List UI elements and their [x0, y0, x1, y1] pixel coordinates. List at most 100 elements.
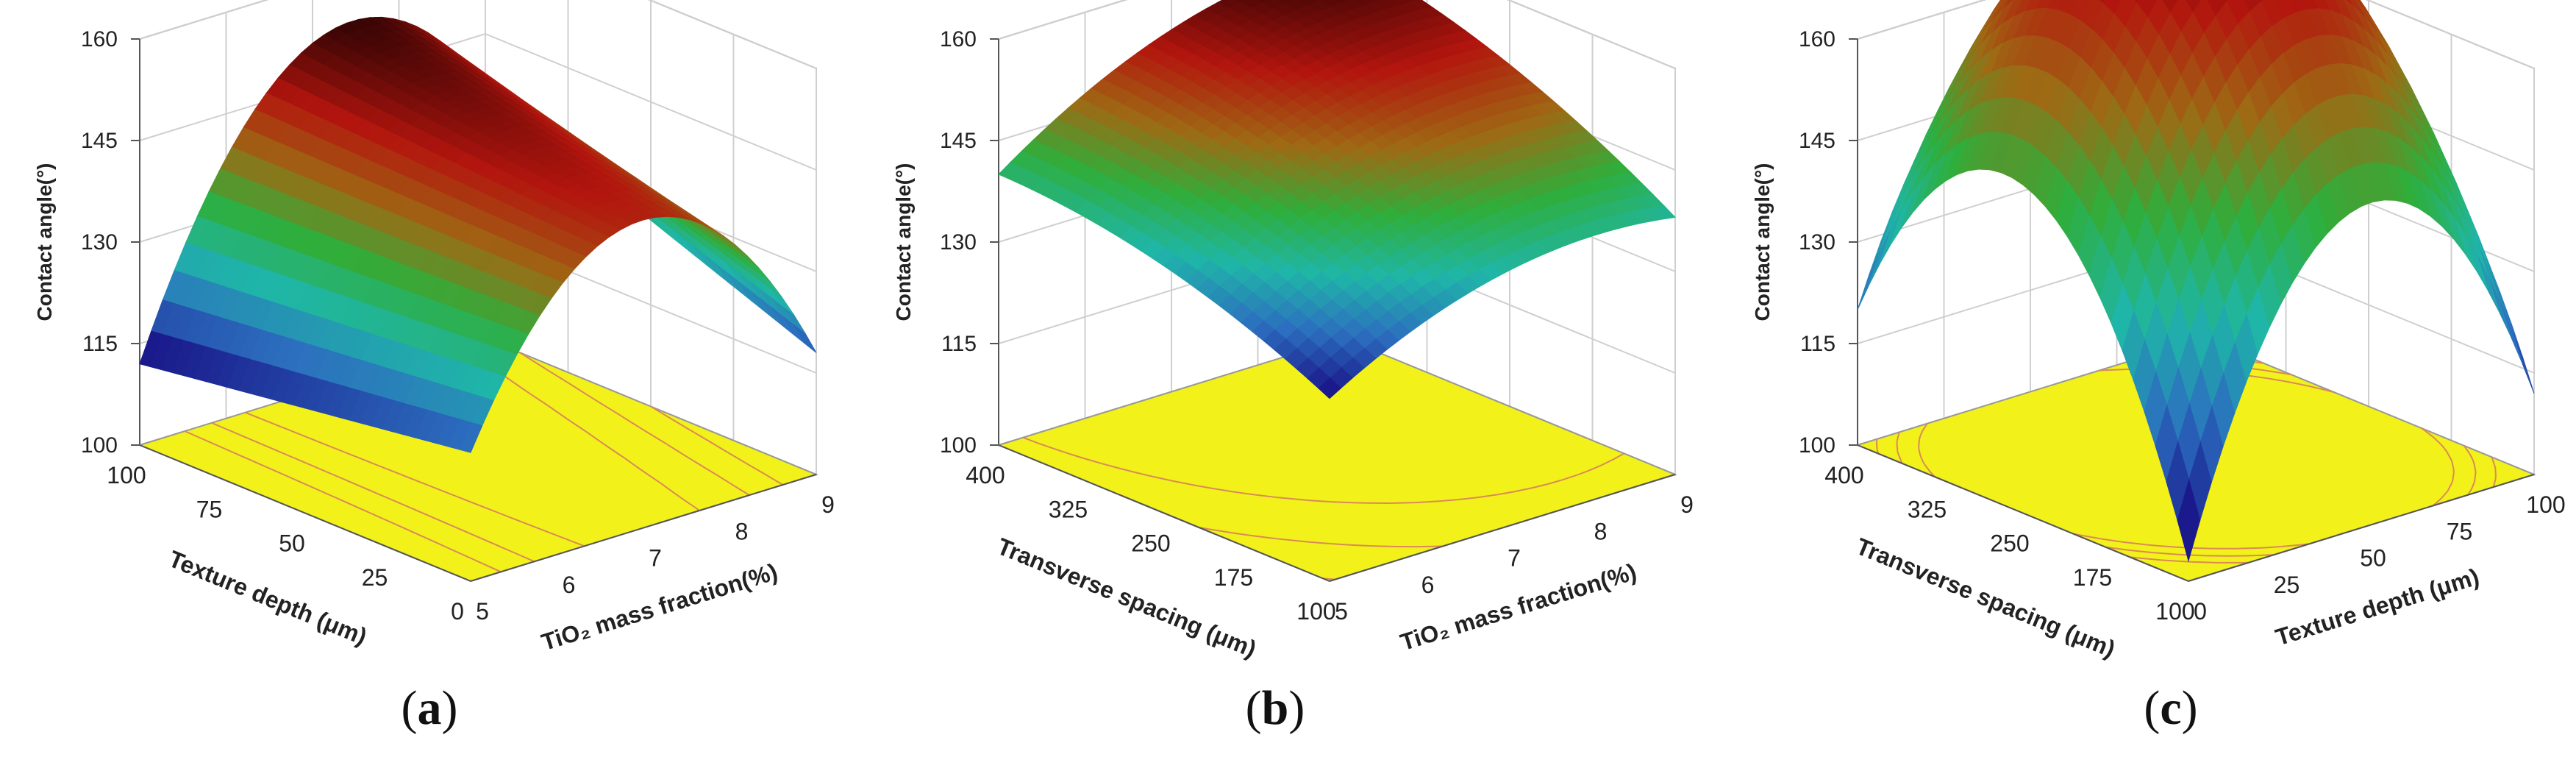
contour-segment [2287, 380, 2308, 387]
contour-segment [211, 442, 225, 449]
right-axis-line [2188, 474, 2535, 582]
contour-segment [1135, 472, 1149, 477]
contour-segment [535, 362, 547, 370]
contour-segment [224, 447, 233, 453]
contour-segment [2473, 463, 2477, 472]
contour-segment [738, 488, 750, 496]
z-tick-label: 100 [81, 433, 118, 458]
contour-segment [2473, 480, 2476, 483]
contour-segment [360, 486, 374, 493]
contour-segment [1241, 492, 1256, 496]
contour-segment [197, 436, 212, 444]
contour-segment [2469, 454, 2474, 461]
right-tick-label: 9 [821, 491, 835, 518]
contour-segment [273, 423, 288, 430]
contour-segment [2463, 445, 2466, 447]
contour-segment [329, 445, 344, 452]
contour-segment [427, 514, 441, 522]
contour-segment [387, 497, 402, 505]
contour-segment [672, 419, 684, 427]
contour-segment [2447, 482, 2453, 491]
contour-segment [520, 386, 531, 395]
contour-segment [211, 422, 226, 430]
contour-segment [264, 465, 278, 473]
response-surface [1857, 0, 2535, 563]
contour-segment [251, 459, 265, 467]
contour-segment [716, 475, 729, 483]
right-tick-label: 5 [476, 598, 489, 625]
contour-segment [396, 524, 410, 532]
contour-segment [689, 502, 696, 509]
contour-segment [2280, 544, 2302, 548]
contour-segment [2420, 427, 2424, 430]
left-tick-label: 400 [1824, 462, 1863, 488]
contour-segment [610, 408, 618, 414]
contour-segment [1601, 458, 1614, 466]
contour-segment [1378, 545, 1397, 547]
left-tick-label: 175 [1214, 564, 1253, 591]
contour-segment [749, 464, 762, 473]
contour-segment [1919, 455, 1924, 462]
left-tick-label: 75 [196, 496, 223, 522]
contour-segment [560, 413, 571, 422]
caption-c: (c) [2144, 681, 2198, 735]
contour-segment [1613, 452, 1624, 461]
contour-segment [357, 456, 372, 464]
response-surface [998, 0, 1677, 399]
left-tick-label: 250 [1131, 530, 1170, 557]
contour-segment [640, 469, 651, 477]
right-axis-line [470, 474, 817, 582]
contour-segment [2452, 472, 2455, 480]
contour-segment [343, 500, 357, 508]
contour-segment [580, 427, 587, 433]
contour-segment [385, 467, 400, 475]
contour-segment [693, 432, 707, 440]
contour-segment [540, 399, 549, 407]
contour-segment [764, 473, 773, 480]
contour-segment [1232, 491, 1241, 494]
z-tick-label: 160 [1799, 27, 1835, 51]
right-tick-label: 100 [2526, 491, 2565, 518]
contour-segment [1303, 499, 1310, 502]
contour-segment [524, 355, 536, 363]
contour-segment [507, 549, 521, 557]
contour-segment [2463, 446, 2471, 455]
left-tick-label: 50 [279, 530, 305, 557]
z-tick-label: 100 [940, 433, 977, 458]
contour-segment [568, 382, 579, 390]
contour-segment [2151, 544, 2172, 548]
contour-segment [1153, 476, 1173, 482]
contour-segment [1083, 458, 1101, 464]
contour-segment [301, 434, 316, 441]
z-tick-label: 115 [82, 332, 118, 356]
contour-segment [1171, 480, 1192, 486]
right-tick-label: 50 [2360, 545, 2386, 572]
floor-contours [1022, 436, 1624, 580]
contour-segment [652, 435, 664, 443]
contour-segment [399, 473, 415, 480]
contour-segment [556, 375, 568, 383]
contour-segment [1919, 435, 1922, 440]
contour-segment [727, 481, 739, 489]
contour-segment [2261, 369, 2284, 374]
contour-segment [1117, 467, 1135, 474]
contour-segment [705, 438, 707, 441]
contour-segment [2283, 372, 2292, 376]
contour-segment [2116, 540, 2123, 543]
contour-segment [1918, 449, 1922, 456]
contour-segment [238, 453, 251, 461]
contour-segment [1924, 463, 1931, 473]
contour-segment [319, 468, 334, 476]
response-surface [139, 16, 817, 453]
contour-segment [771, 477, 784, 486]
contour-segment [400, 502, 415, 511]
contour-segment [1897, 452, 1902, 462]
contour-segment [547, 405, 552, 408]
contour-segment [1037, 442, 1053, 449]
contour-segment [585, 431, 591, 436]
contour-segment [1562, 475, 1577, 481]
contour-segment [315, 439, 330, 447]
contour-segment [2440, 491, 2448, 500]
contour-segment [550, 407, 561, 416]
